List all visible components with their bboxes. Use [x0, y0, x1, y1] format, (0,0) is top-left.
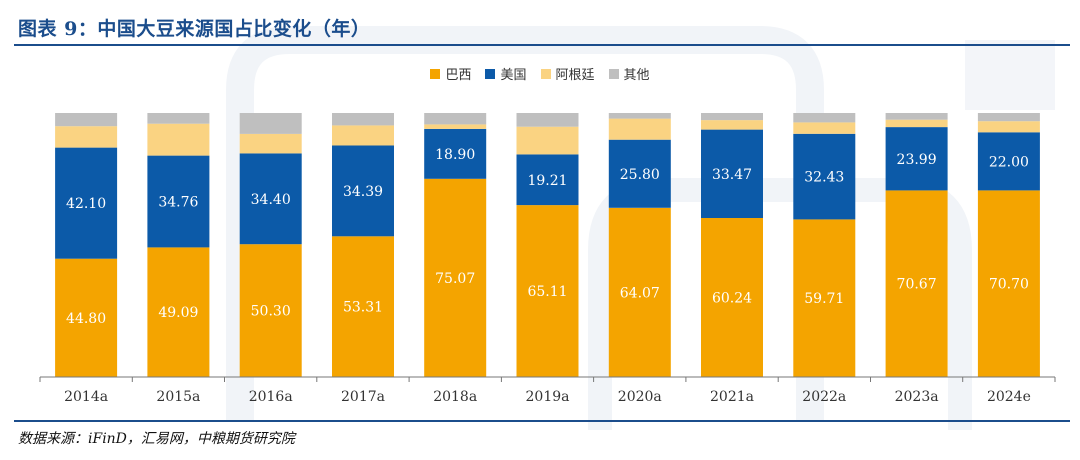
bar-segment: [516, 154, 579, 206]
data-label: 70.70: [989, 277, 1029, 293]
bar-segment: [55, 258, 118, 377]
bar-segment: [239, 244, 302, 377]
chart-legend: 巴西 美国 阿根廷 其他: [0, 64, 1080, 83]
x-tick-label: 2023a: [895, 389, 939, 405]
bar-segment: [332, 145, 394, 237]
data-label: 49.09: [158, 305, 198, 321]
bar-segment: [793, 219, 856, 377]
data-label: 32.43: [804, 170, 844, 186]
bar-segment: [516, 113, 579, 127]
x-tick-label: 2021a: [710, 389, 754, 405]
x-tick-label: 2015a: [156, 389, 200, 405]
data-label: 34.40: [251, 192, 291, 208]
bar-segment: [424, 128, 487, 179]
bar-segment: [516, 205, 579, 377]
x-tick-label: 2014a: [64, 389, 108, 405]
bar-segment: [701, 113, 763, 121]
data-label: 59.71: [804, 291, 844, 307]
data-label: 65.11: [527, 284, 567, 300]
x-tick-label: 2024e: [987, 389, 1031, 405]
bar-segment: [332, 113, 394, 126]
title-divider: [14, 44, 1070, 46]
bar-segment: [793, 113, 856, 123]
data-label: 44.80: [66, 311, 106, 327]
data-label: 19.21: [527, 173, 567, 189]
bar-segment: [793, 133, 856, 220]
source-note: 数据来源：iFinD，汇易网，中粮期货研究院: [18, 431, 295, 447]
bar-segment: [885, 113, 948, 120]
data-label: 60.24: [712, 291, 752, 307]
data-label: 25.80: [620, 167, 660, 183]
bar-segment: [977, 190, 1040, 377]
bar-segment: [885, 190, 948, 377]
bar-segment: [147, 247, 210, 377]
bar-segment: [239, 153, 302, 245]
bar-segment: [147, 123, 210, 156]
bar-segment: [977, 121, 1040, 133]
bar-segment: [701, 129, 763, 218]
stacked-bar-chart: 44.80 42.10 2014a 49.09 34.76 2015a 50.30 34.40…: [39, 113, 1056, 405]
bar-segment: [424, 113, 487, 125]
x-tick-label: 2016a: [249, 389, 293, 405]
footer-divider: [14, 420, 1070, 422]
legend-swatch: [608, 68, 619, 79]
legend-swatch: [430, 68, 441, 79]
data-label: 70.67: [897, 277, 937, 293]
data-label: 34.76: [158, 195, 198, 211]
legend-swatch: [540, 68, 551, 79]
page-title: 图表 9：中国大豆来源国占比变化（年）: [18, 18, 371, 40]
legend-item: 美国: [485, 64, 527, 83]
legend-label: 美国: [500, 68, 527, 83]
data-label: 33.47: [712, 167, 752, 183]
data-label: 22.00: [989, 154, 1029, 170]
bar-segment: [885, 127, 948, 191]
bar-segment: [701, 218, 763, 377]
bar-segment: [701, 120, 763, 130]
bar-segment: [239, 113, 302, 134]
data-label: 75.07: [435, 271, 475, 287]
x-tick-label: 2019a: [526, 389, 570, 405]
data-label: 18.90: [435, 147, 475, 163]
legend-label: 阿根廷: [555, 68, 595, 83]
data-label: 64.07: [620, 285, 660, 301]
legend-item: 巴西: [430, 64, 471, 83]
bar-segment: [55, 126, 118, 148]
bar-segment: [793, 122, 856, 134]
bar-segment: [608, 113, 671, 119]
bar-segment: [608, 118, 671, 140]
legend-item: 其他: [608, 64, 650, 83]
bar-segment: [55, 147, 118, 259]
data-label: 34.39: [343, 184, 383, 200]
bar-segment: [332, 236, 394, 377]
legend-item: 阿根廷: [540, 64, 595, 83]
bar-segment: [885, 119, 948, 128]
legend-swatch: [485, 68, 496, 79]
bar-segment: [977, 113, 1040, 122]
data-label: 23.99: [897, 152, 937, 168]
bar-segment: [424, 178, 487, 377]
bar-segment: [977, 132, 1040, 191]
data-label: 50.30: [251, 304, 291, 320]
bar-segment: [147, 155, 210, 248]
x-tick-label: 2017a: [341, 389, 385, 405]
data-label: 42.10: [66, 196, 106, 212]
bar-segment: [608, 207, 671, 377]
bar-segment: [424, 124, 487, 129]
bar-segment: [239, 133, 302, 154]
legend-label: 巴西: [445, 68, 472, 83]
x-tick-label: 2022a: [802, 389, 846, 405]
bar-segment: [608, 139, 671, 208]
legend-label: 其他: [623, 68, 650, 83]
bar-segment: [332, 125, 394, 146]
x-tick-label: 2018a: [433, 389, 477, 405]
data-label: 53.31: [343, 300, 383, 316]
bar-segment: [516, 126, 579, 155]
bar-segment: [55, 113, 118, 127]
x-tick-label: 2020a: [618, 389, 662, 405]
bar-segment: [147, 113, 210, 124]
